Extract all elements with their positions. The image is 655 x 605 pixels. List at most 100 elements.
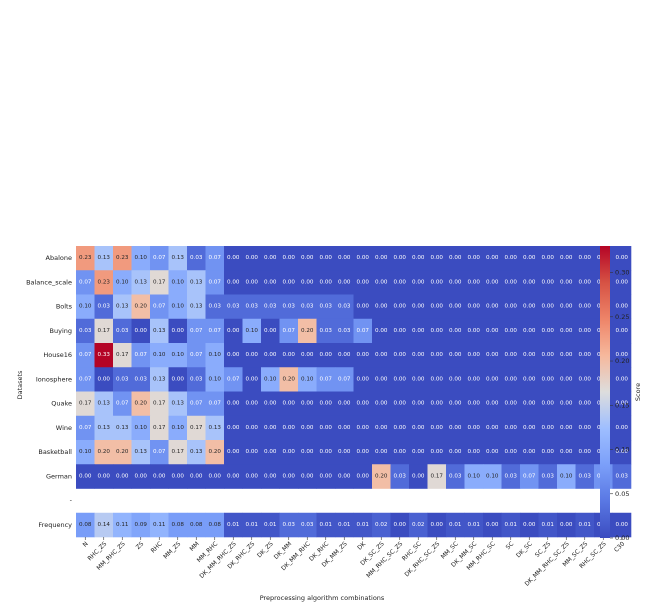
heatmap-cell: [113, 246, 132, 271]
cell-value-label: 0.20: [116, 449, 129, 455]
cell-value-label: 0.03: [542, 473, 555, 479]
row-label: -: [70, 497, 73, 505]
row-label: Bolts: [56, 303, 73, 311]
cell-value-label: 0.13: [116, 425, 129, 431]
cell-value-label: 0.00: [412, 401, 425, 407]
heatmap-cell: [335, 318, 354, 344]
heatmap-cell: [205, 270, 225, 295]
heatmap-cell: [187, 318, 206, 344]
heatmap-cell: [483, 246, 502, 271]
cell-value-label: 0.00: [579, 255, 592, 261]
cell-value-label: 0.00: [560, 376, 573, 382]
heatmap-cell: [483, 294, 502, 320]
heatmap-cell: [316, 343, 336, 368]
heatmap-cell: [316, 464, 336, 489]
colorbar-tick-label: 0.20: [615, 357, 629, 365]
cell-value-label: 0.00: [616, 304, 629, 310]
cell-value-label: 0.00: [505, 279, 518, 285]
cell-value-label: 0.00: [357, 401, 370, 407]
heatmap-cell: [187, 343, 206, 368]
cell-value-label: 0.00: [486, 279, 499, 285]
heatmap-cell: [575, 367, 595, 392]
cell-value-label: 0.00: [523, 328, 536, 334]
cell-value-label: 0.00: [394, 401, 407, 407]
cell-value-label: 0.00: [375, 401, 388, 407]
cell-value-label: 0.00: [560, 328, 573, 334]
cell-value-label: 0.00: [301, 352, 314, 358]
heatmap-cell: [205, 294, 225, 320]
cell-value-label: 0.00: [246, 449, 259, 455]
cell-value-label: 0.13: [135, 279, 148, 285]
cell-value-label: 0.00: [486, 522, 499, 528]
cell-value-label: 0.07: [209, 328, 222, 334]
heatmap-cell: [557, 246, 576, 271]
cell-value-label: 0.00: [616, 255, 629, 261]
heatmap-cell: [242, 367, 262, 392]
heatmap-cell: [372, 343, 391, 368]
cell-value-label: 0.00: [227, 279, 240, 285]
heatmap-cell: [464, 343, 484, 368]
cell-value-label: 0.00: [616, 328, 629, 334]
cell-value-label: 0.00: [264, 425, 277, 431]
cell-value-label: 0.17: [172, 449, 185, 455]
cell-value-label: 0.00: [246, 473, 259, 479]
heatmap-cell: [261, 294, 280, 320]
heatmap-cell: [612, 318, 632, 344]
heatmap-cell: [131, 270, 151, 295]
heatmap-cell: [94, 415, 114, 441]
cell-value-label: 0.07: [135, 352, 148, 358]
cell-value-label: 0.03: [283, 304, 296, 310]
cell-value-label: 0.10: [135, 425, 148, 431]
heatmap-cell: [575, 343, 595, 368]
heatmap-cell: [538, 367, 558, 392]
cell-value-label: 0.03: [449, 473, 462, 479]
heatmap-cell: [520, 415, 539, 441]
heatmap-cell: [575, 440, 595, 465]
heatmap-cell: [94, 294, 114, 320]
heatmap-cell: [316, 391, 336, 417]
heatmap-cell: [113, 464, 132, 489]
cell-value-label: 0.17: [79, 401, 92, 407]
cell-value-label: 0.00: [172, 328, 185, 334]
heatmap-cell: [353, 294, 373, 320]
heatmap-cell: [335, 367, 354, 392]
row-label: Quake: [51, 400, 72, 408]
cell-value-label: 0.00: [209, 473, 222, 479]
row-label: Balance_scale: [26, 278, 72, 286]
heatmap-cell: [353, 318, 373, 344]
heatmap-cell: [464, 367, 484, 392]
heatmap-cell: [501, 246, 521, 271]
cell-value-label: 0.17: [431, 473, 444, 479]
heatmap-cell: [464, 270, 484, 295]
heatmap-cell: [131, 391, 151, 417]
heatmap-cell: [538, 415, 558, 441]
cell-value-label: 0.08: [209, 522, 222, 528]
heatmap-cell: [279, 343, 299, 368]
cell-value-label: 0.00: [542, 352, 555, 358]
heatmap-cell: [446, 343, 465, 368]
cell-value-label: 0.01: [320, 522, 333, 528]
cell-value-label: 0.10: [153, 352, 166, 358]
heatmap-cell: [94, 440, 114, 465]
heatmap-cell: [483, 415, 502, 441]
cell-value-label: 0.00: [264, 449, 277, 455]
heatmap-cell: [501, 318, 521, 344]
heatmap-cell: [501, 367, 521, 392]
cell-value-label: 0.00: [616, 352, 629, 358]
cell-value-label: 0.17: [98, 328, 111, 334]
cell-value-label: 0.07: [153, 255, 166, 261]
cell-value-label: 0.03: [190, 255, 203, 261]
cell-value-label: 0.00: [246, 401, 259, 407]
heatmap-cell: [446, 367, 465, 392]
cell-value-label: 0.00: [246, 279, 259, 285]
heatmap-cell: [205, 367, 225, 392]
heatmap-cell: [557, 343, 576, 368]
cell-value-label: 0.00: [412, 425, 425, 431]
heatmap-cell: [335, 246, 354, 271]
cell-value-label: 0.00: [246, 255, 259, 261]
heatmap-cell: [427, 391, 447, 417]
heatmap-cell: [575, 512, 595, 538]
heatmap-cell: [372, 246, 391, 271]
cell-value-label: 0.00: [301, 279, 314, 285]
heatmap-cell: [390, 440, 410, 465]
